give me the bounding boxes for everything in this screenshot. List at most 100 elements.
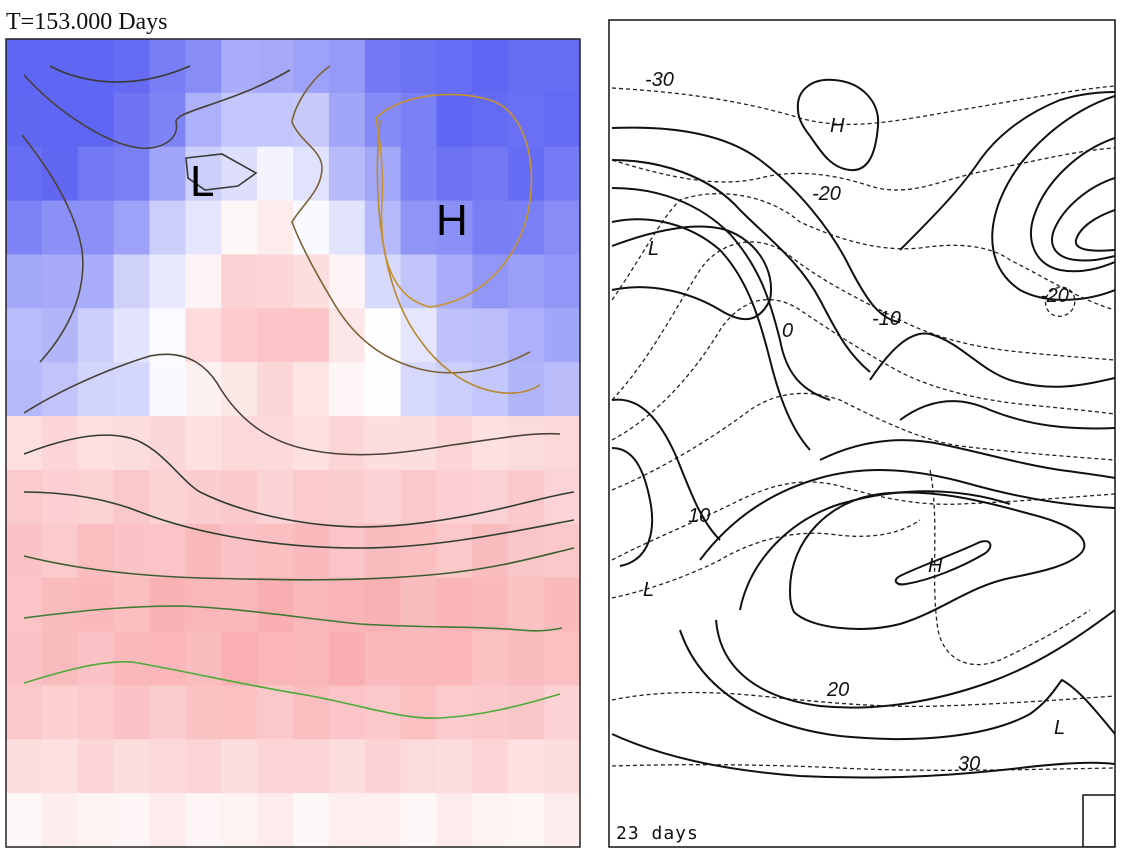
heatmap-cell	[508, 739, 545, 794]
heatmap-cell	[221, 362, 258, 417]
solid-right-ring-3	[1051, 177, 1115, 262]
heatmap-cell	[6, 793, 43, 847]
heatmap-cell	[6, 739, 43, 794]
heatmap-cell	[400, 200, 438, 256]
solid-contour-2	[611, 159, 871, 373]
heatmap-cell	[6, 631, 43, 686]
heatmap-cell	[436, 631, 473, 686]
left-contour-8	[23, 547, 575, 581]
right-dashed-contours	[611, 85, 1115, 771]
heatmap-cell	[364, 685, 402, 740]
heatmap-cell	[221, 39, 258, 94]
heatmap-cell	[77, 308, 115, 363]
heatmap-cell	[149, 739, 186, 794]
heatmap-cell	[472, 362, 509, 417]
heatmap-cell	[544, 362, 580, 417]
heatmap-cell	[364, 577, 402, 633]
heatmap-cell	[472, 631, 509, 686]
solid-contour-9	[819, 439, 1115, 479]
heatmap-cell	[293, 631, 330, 686]
solid-contour-5	[611, 398, 721, 541]
heatmap-cell	[364, 92, 402, 148]
dashed-contour-1	[611, 85, 1115, 126]
heatmap-cell	[293, 416, 330, 471]
heatmap-cell	[221, 416, 258, 471]
right-panel-caption: 23 days	[616, 823, 699, 844]
heatmap-cell	[544, 577, 580, 633]
heatmap-cell	[328, 416, 366, 471]
heatmap-cell	[41, 39, 79, 94]
heatmap-cell	[257, 308, 294, 363]
heatmap-cell	[221, 308, 258, 363]
heatmap-cell	[41, 739, 79, 794]
heatmap-cell	[221, 92, 258, 148]
heatmap-cell	[185, 308, 222, 363]
heatmap-cell	[436, 739, 473, 794]
heatmap-cell	[113, 254, 151, 309]
heatmap-cell	[328, 39, 366, 94]
heatmap-cell	[77, 416, 115, 471]
heatmap-cell	[221, 793, 258, 847]
heatmap-cell	[400, 362, 438, 417]
dashed-contour-3	[611, 193, 1115, 311]
label-minus30: -30	[645, 69, 674, 91]
heatmap-cell	[149, 39, 186, 94]
left-contour-2	[23, 69, 291, 149]
solid-contour-3	[611, 187, 831, 401]
heatmap-cell	[328, 362, 366, 417]
heatmap-cell	[328, 469, 366, 525]
left-panel: L H	[6, 39, 580, 847]
heatmap-cell	[364, 739, 402, 794]
heatmap-cell	[400, 39, 438, 94]
heatmap-cell	[436, 146, 473, 202]
left-contour-9	[23, 605, 563, 632]
dashed-contour-5	[611, 298, 1115, 441]
heatmap-cell	[6, 362, 43, 417]
heatmap-cell	[472, 739, 509, 794]
heatmap-cell	[436, 362, 473, 417]
heatmap-cell	[328, 254, 366, 309]
solid-high-mid-inner	[894, 540, 992, 586]
heatmap-cell	[77, 631, 115, 686]
label-h-top: H	[830, 115, 845, 137]
heatmap-cell	[185, 523, 222, 579]
left-low-label: L	[190, 157, 214, 206]
left-high-outer	[376, 119, 541, 394]
heatmap-cell	[508, 254, 545, 309]
heatmap-cell	[257, 92, 294, 148]
right-labels: -30 H -20 L -20 -10 0 10 H L 20 L 30	[643, 69, 1069, 775]
left-contour-5	[23, 353, 561, 456]
heatmap-cell	[113, 793, 151, 847]
heatmap-cell	[436, 39, 473, 94]
heatmap-cell	[400, 469, 438, 525]
heatmap-cell	[185, 200, 222, 256]
heatmap-cell	[293, 308, 330, 363]
right-panel: -30 H -20 L -20 -10 0 10 H L 20 L 30 23 …	[609, 20, 1115, 847]
heatmap-cell	[221, 577, 258, 633]
heatmap-cell	[364, 469, 402, 525]
label-l-lower-right: L	[1054, 717, 1065, 739]
heatmap-cell	[149, 523, 186, 579]
heatmap-cell	[293, 469, 330, 525]
heatmap-cell	[41, 631, 79, 686]
heatmap-cell	[113, 308, 151, 363]
left-contour-1	[49, 65, 191, 83]
heatmap-cell	[472, 685, 509, 740]
heatmap-cell	[472, 146, 509, 202]
left-contour-4	[291, 65, 531, 374]
heatmap-cell	[364, 523, 402, 579]
heatmap-cell	[328, 793, 366, 847]
heatmap-cell	[508, 146, 545, 202]
heatmap-cell	[544, 200, 580, 256]
heatmap-cell	[472, 39, 509, 94]
solid-contour-8	[899, 400, 1115, 430]
right-high-top-ring	[796, 78, 880, 172]
right-inset-box	[1082, 794, 1115, 847]
label-minus20: -20	[812, 183, 841, 205]
heatmap-cell	[221, 523, 258, 579]
heatmap-cell	[185, 577, 222, 633]
solid-right-ring-2	[1030, 137, 1115, 273]
heatmap-cell	[185, 416, 222, 471]
label-l-left: L	[648, 238, 659, 260]
solid-contour-1	[611, 126, 901, 323]
